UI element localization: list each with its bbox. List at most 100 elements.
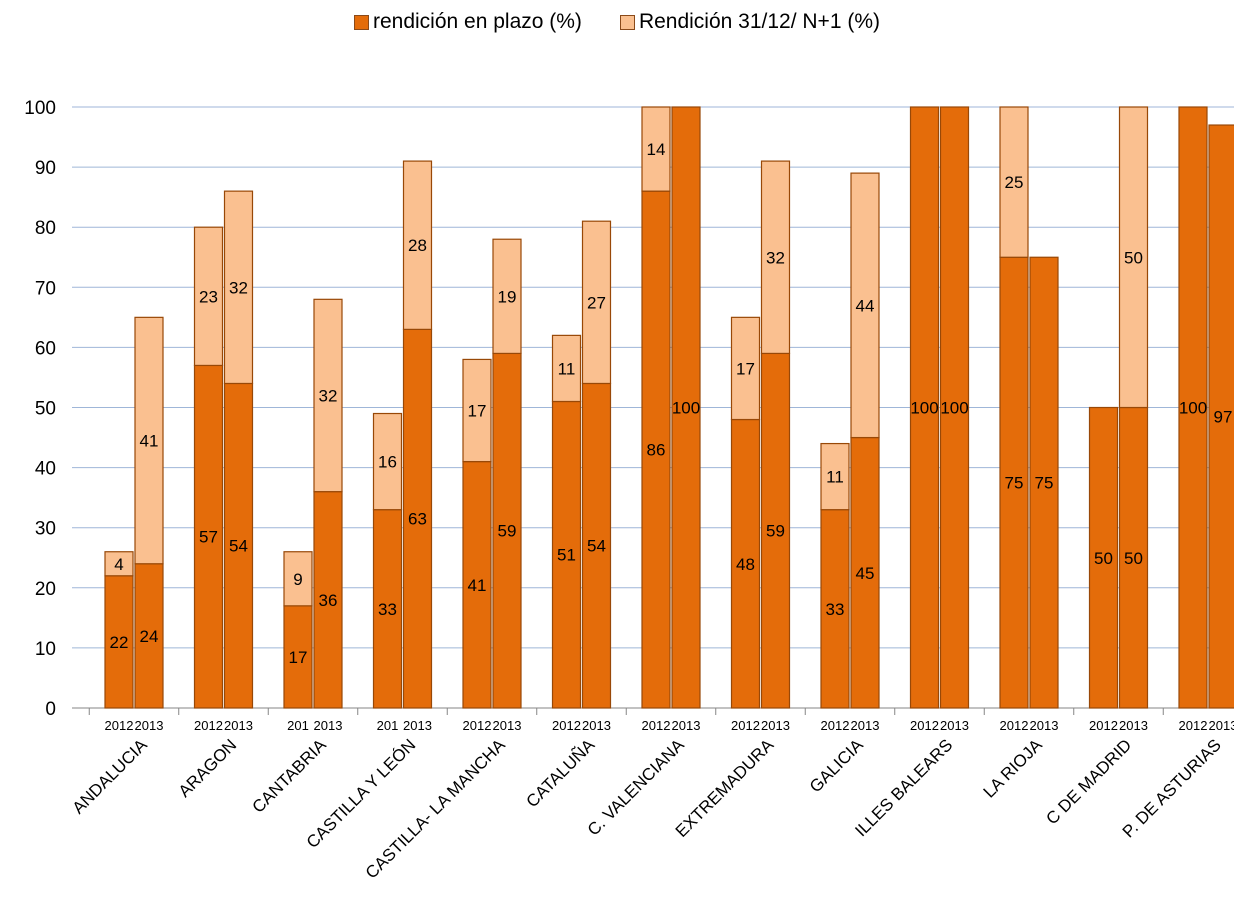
legend-swatch-n1 (619, 14, 635, 30)
data-label-n1: 27 (587, 293, 606, 312)
bar-n1 (760, 160, 791, 355)
x-year-label: 2013 (672, 718, 701, 733)
data-label-n1: 32 (319, 386, 338, 405)
x-year-label: 2012 (910, 718, 939, 733)
bar-n1 (402, 160, 433, 330)
data-label-plazo: 57 (199, 528, 218, 547)
data-label-plazo: 33 (378, 600, 397, 619)
x-year-label: 2013 (761, 718, 790, 733)
data-label-plazo: 41 (468, 576, 487, 595)
bar-plazo (313, 491, 343, 709)
data-label-n1: 23 (199, 287, 218, 306)
legend-item-plazo: rendición en plazo (%) (353, 10, 582, 34)
data-label-n1: 14 (647, 140, 666, 159)
bar-plazo (193, 364, 224, 709)
bar-n1 (372, 412, 403, 511)
data-label-plazo: 24 (140, 627, 159, 646)
x-year-label: 201 (377, 718, 399, 733)
data-label-n1: 17 (468, 402, 487, 421)
y-tick-label: 80 (35, 218, 56, 239)
y-tick-label: 20 (35, 579, 56, 600)
x-category-label: ILLES BALEARS (851, 735, 956, 840)
legend-label-plazo: rendición en plazo (%) (372, 10, 582, 33)
data-label-n1: 25 (1005, 173, 1024, 192)
y-tick-label: 60 (35, 338, 56, 359)
y-tick-label: 0 (45, 699, 56, 720)
bar-n1 (492, 238, 522, 355)
bar-n1 (134, 316, 164, 565)
data-label-plazo: 36 (319, 591, 338, 610)
data-label-plazo: 54 (229, 537, 248, 556)
x-year-label: 2012 (194, 718, 223, 733)
legend-label-n1: Rendición 31/12/ N+1 (%) (638, 10, 880, 33)
x-year-label: 2012 (731, 718, 760, 733)
bar-plazo (671, 106, 701, 709)
bar-n1 (223, 190, 254, 385)
x-year-label: 2013 (851, 718, 880, 733)
x-year-label: 2013 (1209, 718, 1234, 733)
data-label-n1: 11 (826, 468, 844, 487)
data-label-plazo: 75 (1005, 474, 1024, 493)
x-year-label: 2012 (821, 718, 850, 733)
x-category-label: C. VALENCIANA (584, 735, 689, 840)
x-year-label: 2013 (224, 718, 253, 733)
bar-n1 (313, 298, 343, 493)
bar-plazo (760, 352, 791, 709)
data-label-n1: 44 (856, 296, 875, 315)
x-year-label: 2012 (463, 718, 492, 733)
x-year-label: 2012 (1000, 718, 1029, 733)
bar-plazo (492, 352, 522, 709)
x-year-label: 2013 (493, 718, 522, 733)
y-tick-label: 50 (35, 399, 56, 420)
bar-plazo (999, 256, 1029, 709)
data-label-plazo: 63 (408, 510, 427, 529)
bar-n1 (193, 226, 224, 367)
x-category-label: P. DE ASTURIAS (1119, 735, 1225, 841)
bar-plazo (909, 106, 940, 709)
y-tick-label: 100 (24, 98, 56, 119)
data-label-n1: 19 (498, 287, 517, 306)
data-label-n1: 32 (766, 248, 785, 267)
data-label-plazo: 100 (940, 399, 968, 418)
y-tick-label: 10 (35, 639, 56, 660)
data-label-n1: 41 (140, 432, 159, 451)
y-tick-label: 40 (35, 459, 56, 480)
bar-plazo (641, 190, 671, 709)
bar-plazo (104, 575, 134, 709)
data-label-n1: 32 (229, 278, 248, 297)
x-year-label: 2013 (582, 718, 611, 733)
x-category-label: CATALUÑA (523, 735, 599, 811)
bar-plazo (1029, 256, 1059, 709)
data-label-plazo: 100 (672, 399, 700, 418)
data-label-plazo: 86 (647, 441, 666, 460)
x-category-label: ARAGON (175, 735, 241, 801)
data-label-n1: 50 (1124, 248, 1143, 267)
bar-plazo (820, 509, 850, 709)
data-label-n1: 16 (378, 453, 397, 472)
x-category-label: LA RIOJA (980, 735, 1047, 802)
x-category-label: GALICIA (806, 735, 867, 796)
x-year-label: 2012 (642, 718, 671, 733)
x-year-label: 2013 (1119, 718, 1148, 733)
bar-plazo (1088, 406, 1119, 709)
bar-plazo (551, 400, 582, 709)
x-category-label: CANTABRIA (248, 735, 330, 817)
x-year-label: 2013 (314, 718, 343, 733)
bar-n1 (104, 551, 134, 577)
data-label-plazo: 51 (557, 546, 576, 565)
bar-plazo (372, 509, 403, 709)
x-year-label: 2012 (105, 718, 134, 733)
data-label-n1: 11 (558, 359, 576, 378)
data-label-n1: 28 (408, 236, 427, 255)
x-category-label: EXTREMADURA (672, 735, 778, 841)
x-category-label: C DE MADRID (1042, 735, 1135, 828)
bar-n1 (581, 220, 612, 385)
legend-item-n1: Rendición 31/12/ N+1 (%) (619, 10, 880, 34)
bar-n1 (1118, 106, 1149, 409)
x-year-label: 2013 (135, 718, 164, 733)
bar-n1 (730, 316, 761, 421)
data-label-plazo: 50 (1094, 549, 1113, 568)
bar-plazo (730, 418, 761, 709)
data-label-plazo: 59 (498, 522, 517, 541)
data-label-plazo: 17 (289, 648, 308, 667)
